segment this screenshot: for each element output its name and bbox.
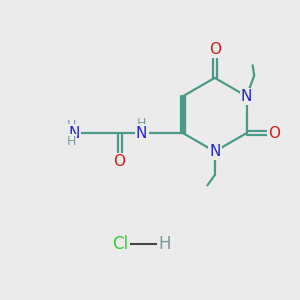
Text: N: N [241, 89, 252, 104]
Text: H: H [158, 235, 171, 253]
Text: N: N [209, 144, 220, 159]
Text: N: N [69, 126, 80, 141]
Text: Cl: Cl [112, 235, 129, 253]
Text: O: O [209, 42, 221, 57]
Text: H: H [67, 135, 76, 148]
Text: H: H [67, 119, 76, 132]
Text: O: O [268, 126, 280, 141]
Text: H: H [137, 117, 146, 130]
Text: N: N [136, 126, 147, 141]
Text: O: O [114, 154, 126, 169]
